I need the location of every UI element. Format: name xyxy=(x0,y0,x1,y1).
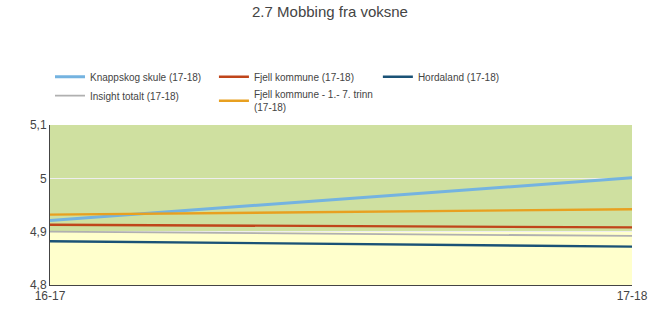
svg-text:2.7 Mobbing fra voksne: 2.7 Mobbing fra voksne xyxy=(252,3,408,20)
svg-text:Fjell kommune - 1.- 7. trinn(1: Fjell kommune - 1.- 7. trinn(17-18) xyxy=(254,89,373,113)
svg-text:17-18: 17-18 xyxy=(617,289,648,303)
svg-text:Fjell kommune (17-18): Fjell kommune (17-18) xyxy=(254,72,354,83)
svg-text:4,9: 4,9 xyxy=(30,225,47,239)
svg-text:Knappskog skule (17-18): Knappskog skule (17-18) xyxy=(90,72,201,83)
svg-text:Hordaland (17-18): Hordaland (17-18) xyxy=(418,72,499,83)
svg-text:16-17: 16-17 xyxy=(35,289,66,303)
svg-text:4,8: 4,8 xyxy=(30,278,47,292)
svg-text:Insight totalt (17-18): Insight totalt (17-18) xyxy=(90,91,179,102)
svg-text:5,1: 5,1 xyxy=(30,118,47,132)
svg-text:5: 5 xyxy=(40,172,47,186)
